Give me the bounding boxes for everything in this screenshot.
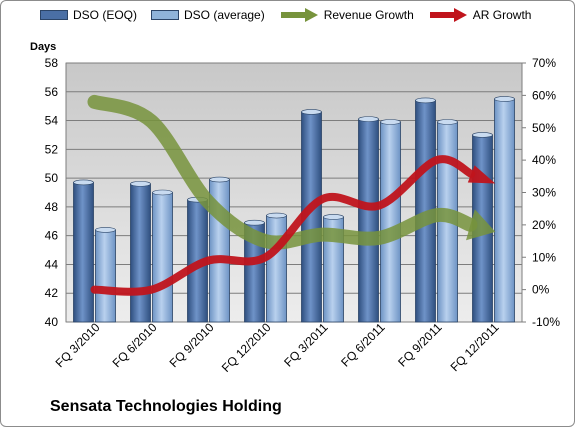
y2-axis-tick-label: 20% xyxy=(532,218,556,232)
legend-item-dso-average: DSO (average) xyxy=(151,8,265,22)
x-axis-tick-label: FQ 3/2011 xyxy=(281,320,331,370)
y2-axis-tick-label: 0% xyxy=(532,283,550,297)
y-axis-title: Days xyxy=(30,41,57,53)
legend-swatch-dso-average xyxy=(151,10,180,20)
y-axis-tick-label: 50 xyxy=(45,171,59,185)
bar-dso-average-top xyxy=(380,119,401,125)
y2-axis-tick-label: 70% xyxy=(532,56,556,70)
bar-dso-average xyxy=(380,121,401,323)
bar-dso-average-top xyxy=(437,119,458,125)
y-axis-tick-label: 44 xyxy=(45,257,59,271)
bar-dso-eoq-top xyxy=(301,109,322,115)
x-axis-tick-label: FQ 3/2010 xyxy=(53,320,103,370)
chart-title: Sensata Technologies Holding xyxy=(50,398,282,415)
bar-dso-eoq-top xyxy=(358,116,379,122)
bar-dso-average-top xyxy=(152,189,173,196)
legend-item-dso-eoq: DSO (EOQ) xyxy=(40,8,137,22)
bar-dso-average-top xyxy=(95,227,116,233)
y-axis-tick-label: 42 xyxy=(45,286,59,300)
x-axis-tick-label: FQ 9/2011 xyxy=(395,320,445,370)
bar-dso-average xyxy=(494,98,515,323)
x-axis-tick-label: FQ 12/2010 xyxy=(219,320,274,375)
bar-dso-eoq xyxy=(358,118,379,323)
y-axis-tick-label: 48 xyxy=(45,200,59,214)
bar-dso-average xyxy=(95,229,116,323)
x-axis-tick-label: FQ 9/2010 xyxy=(167,320,217,370)
legend-label-revenue-growth: Revenue Growth xyxy=(323,8,414,22)
bar-dso-eoq xyxy=(73,182,94,323)
legend-item-ar-growth: AR Growth xyxy=(428,8,532,22)
legend-label-ar-growth: AR Growth xyxy=(472,8,532,22)
legend-label-dso-average: DSO (average) xyxy=(184,8,265,22)
y-axis-tick-label: 40 xyxy=(45,315,59,329)
bar-dso-average-top xyxy=(323,214,344,220)
y2-axis-tick-label: 60% xyxy=(532,88,556,102)
bar-dso-average-top xyxy=(494,96,515,102)
x-axis-tick-label: FQ 6/2011 xyxy=(338,320,388,370)
x-axis-tick-label: FQ 12/2011 xyxy=(448,320,502,374)
legend-swatch-dso-eoq xyxy=(40,10,68,20)
line-ar-growth-head xyxy=(467,165,496,184)
bar-dso-eoq-top xyxy=(415,97,436,104)
y-axis-tick-label: 58 xyxy=(45,56,59,70)
bar-dso-average-top xyxy=(209,176,230,183)
line-ar-growth xyxy=(90,155,476,296)
bar-dso-eoq xyxy=(130,183,151,323)
bar-dso-average-top xyxy=(266,212,287,219)
bar-dso-eoq-top xyxy=(244,219,265,226)
y2-axis-tick-label: -10% xyxy=(532,315,560,329)
bar-dso-eoq-top xyxy=(472,132,493,138)
legend-arrow-revenue-growth-icon xyxy=(280,8,318,22)
y-axis-tick-label: 46 xyxy=(45,229,59,243)
y-axis-tick-label: 56 xyxy=(45,85,59,99)
line-revenue-growth-head xyxy=(466,209,496,241)
bar-dso-average xyxy=(266,215,287,323)
bar-dso-eoq-top xyxy=(130,181,151,187)
legend-item-revenue-growth: Revenue Growth xyxy=(279,8,414,22)
y2-axis-tick-label: 50% xyxy=(532,121,556,135)
y-axis-tick-label: 54 xyxy=(45,114,59,128)
y2-axis-tick-label: 10% xyxy=(532,250,556,264)
legend-arrow-ar-growth-icon xyxy=(429,8,467,22)
legend-label-dso-eoq: DSO (EOQ) xyxy=(73,8,138,22)
y2-axis-tick-label: 40% xyxy=(532,153,556,167)
bar-dso-average xyxy=(152,192,173,323)
bar-dso-eoq-top xyxy=(73,179,94,186)
legend: DSO (EOQ) DSO (average) Revenue Growth A… xyxy=(40,8,545,22)
y-axis-tick-label: 52 xyxy=(45,142,59,156)
y2-axis-tick-label: 30% xyxy=(532,186,556,200)
x-axis-tick-label: FQ 6/2010 xyxy=(110,320,160,370)
